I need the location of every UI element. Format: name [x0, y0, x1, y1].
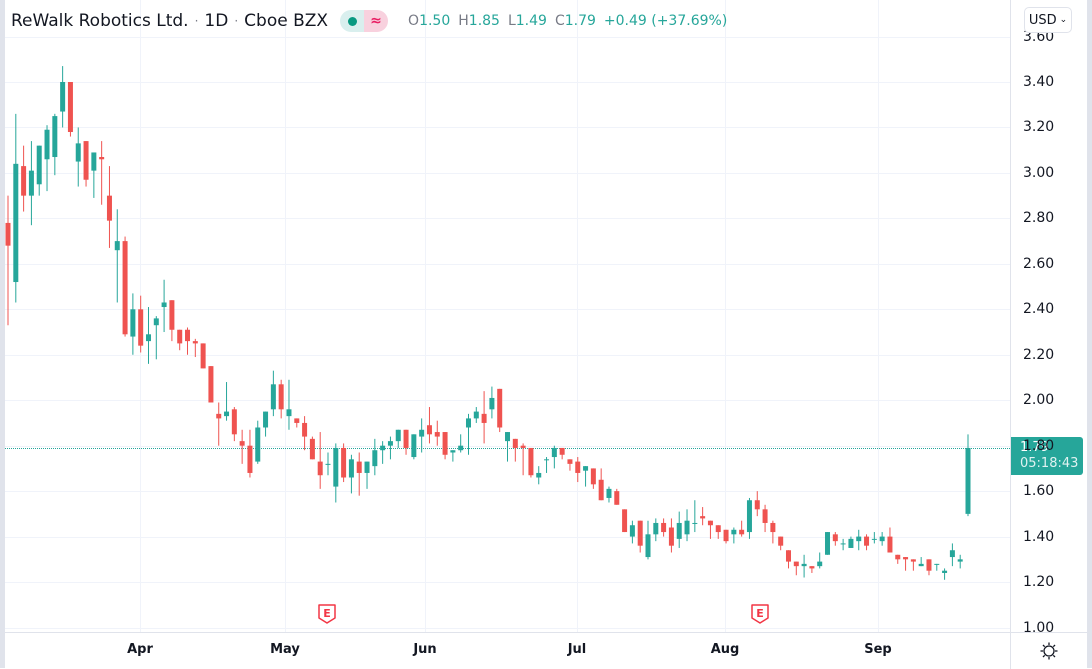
- svg-text:E: E: [323, 607, 331, 620]
- chart-settings-button[interactable]: [1010, 632, 1087, 669]
- open-value: 1.50: [419, 13, 451, 29]
- price-tick: 2.00: [1023, 392, 1055, 409]
- price-tick: 3.00: [1023, 164, 1055, 181]
- price-tick: 1.40: [1023, 528, 1055, 545]
- price-tick: 3.40: [1023, 74, 1055, 90]
- grid-line: [5, 627, 1010, 629]
- month-label: Apr: [127, 642, 153, 657]
- earnings-e-icon: E: [318, 604, 336, 624]
- high-label: H: [458, 13, 469, 29]
- last-price-label: 1.79 05:18:43: [1011, 436, 1083, 475]
- grid-line: [425, 0, 426, 632]
- currency-selector[interactable]: USD ⌄: [1024, 7, 1072, 33]
- grid-line: [5, 400, 1010, 402]
- month-label: Jul: [567, 642, 587, 657]
- interval[interactable]: 1D: [204, 11, 229, 31]
- separator: ·: [234, 14, 239, 28]
- exchange: Cboe BZX: [244, 11, 329, 31]
- grid-line: [5, 172, 1010, 174]
- earnings-marker[interactable]: E: [317, 603, 337, 625]
- price-tick: 2.40: [1023, 301, 1055, 318]
- price-tick: 2.60: [1023, 255, 1055, 272]
- low-value: 1.49: [515, 13, 547, 29]
- grid-line: [878, 0, 879, 632]
- month-label: Jun: [413, 642, 437, 657]
- change-value: +0.49 (+37.69%): [603, 13, 728, 29]
- grid-line: [725, 0, 726, 632]
- chevron-down-icon: ⌄: [1059, 15, 1068, 25]
- symbol-name[interactable]: ReWalk Robotics Ltd.: [11, 11, 189, 31]
- month-label: Aug: [710, 642, 740, 657]
- earnings-marker[interactable]: E: [750, 603, 770, 625]
- left-toolbar-edge: [0, 0, 5, 668]
- market-open-dot-icon[interactable]: [340, 10, 365, 32]
- right-panel-edge: [1086, 0, 1092, 668]
- low-label: L: [507, 13, 516, 29]
- candlestick-series: [5, 66, 971, 580]
- open-label: O: [408, 13, 420, 29]
- price-tick: 1.80: [1023, 437, 1055, 454]
- price-tick: 2.80: [1023, 210, 1055, 227]
- time-axis[interactable]: Apr May Jun Jul Aug Sep: [5, 632, 1010, 669]
- separator: ·: [194, 14, 199, 28]
- price-tick: 1.00: [1023, 619, 1055, 636]
- svg-text:E: E: [756, 607, 764, 620]
- price-tick: 1.60: [1023, 483, 1055, 500]
- earnings-e-icon: E: [751, 604, 769, 624]
- grid-line: [5, 127, 1010, 129]
- grid-line: [5, 582, 1010, 584]
- price-axis[interactable]: 1.79 05:18:43 3.60 3.40 3.20 3.00 2.80 2.60 2.…: [1010, 0, 1087, 636]
- grid-line: [5, 354, 1010, 356]
- month-label: May: [270, 642, 300, 657]
- price-tick: 2.20: [1023, 346, 1055, 363]
- close-label: C: [554, 13, 565, 29]
- grid-line: [5, 82, 1010, 83]
- grid-line: [5, 491, 1010, 493]
- grid-line: [5, 218, 1010, 220]
- grid-line: [5, 536, 1010, 538]
- close-value: 1.79: [564, 13, 596, 29]
- approx-wave-icon[interactable]: ≈: [364, 10, 389, 32]
- grid-line: [5, 263, 1010, 265]
- price-tick: 1.20: [1023, 574, 1055, 591]
- grid-line: [577, 0, 578, 632]
- grid-line: [5, 309, 1010, 311]
- price-tick: 3.20: [1023, 119, 1055, 136]
- grid-line: [285, 0, 286, 632]
- gear-icon: [1040, 642, 1058, 660]
- last-price-value: 1.79: [1020, 439, 1049, 455]
- chart-legend: ReWalk Robotics Ltd. · 1D · Cboe BZX ≈ O…: [11, 8, 727, 34]
- grid-line: [5, 36, 1010, 38]
- high-value: 1.85: [468, 13, 500, 29]
- status-pill[interactable]: ≈: [340, 10, 389, 32]
- month-label: Sep: [864, 642, 892, 657]
- currency-label: USD: [1028, 12, 1057, 28]
- bar-countdown: 05:18:43: [1020, 455, 1079, 471]
- ohlc-values: O1.50 H1.85 L1.49 C1.79 +0.49 (+37.69%): [408, 13, 727, 29]
